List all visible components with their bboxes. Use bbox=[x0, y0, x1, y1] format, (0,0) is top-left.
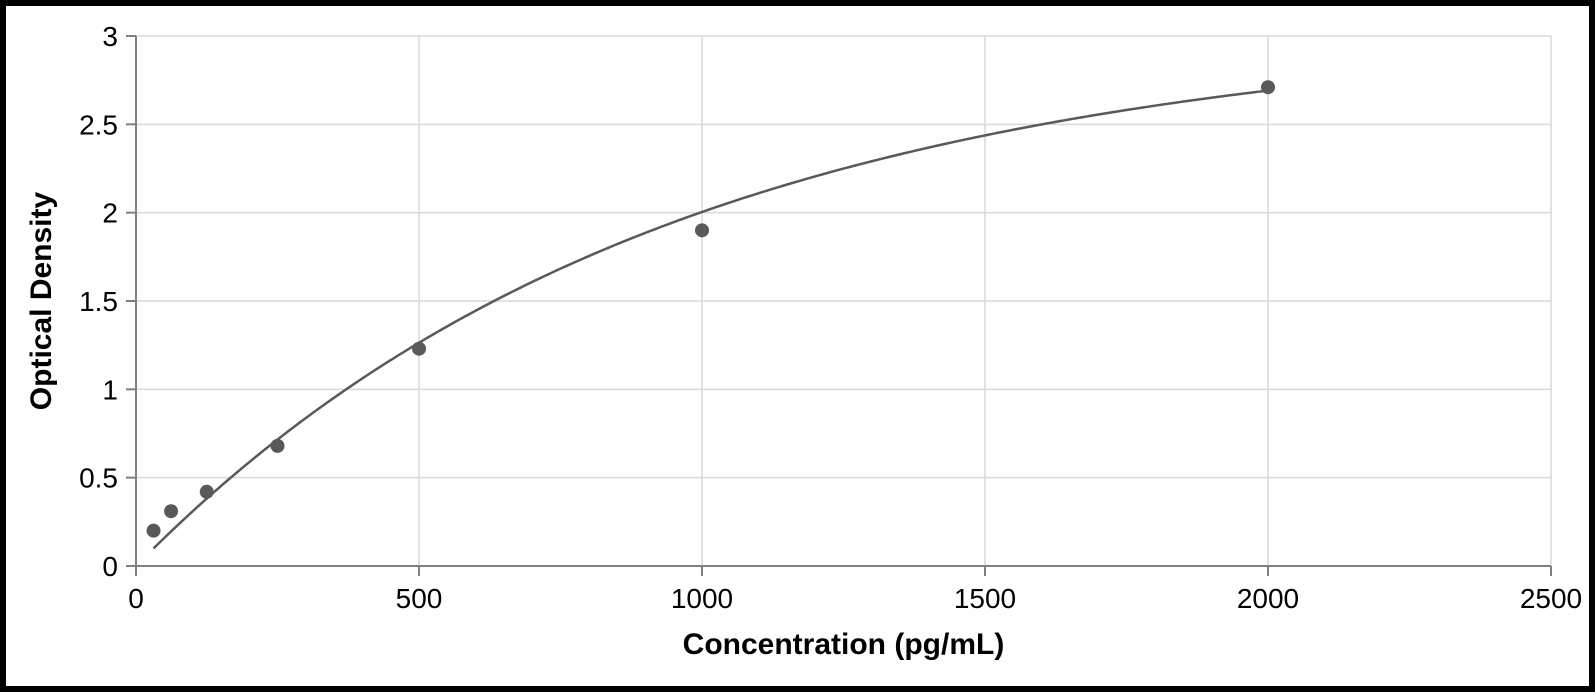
svg-text:0.5: 0.5 bbox=[79, 463, 118, 494]
data-point bbox=[1261, 80, 1275, 94]
svg-text:1500: 1500 bbox=[954, 583, 1016, 614]
data-point bbox=[271, 439, 285, 453]
y-axis-label: Optical Density bbox=[25, 191, 58, 410]
x-axis-label: Concentration (pg/mL) bbox=[683, 628, 1005, 661]
data-point bbox=[695, 223, 709, 237]
data-point bbox=[200, 485, 214, 499]
svg-text:1: 1 bbox=[102, 374, 118, 405]
svg-text:1.5: 1.5 bbox=[79, 286, 118, 317]
svg-text:3: 3 bbox=[102, 21, 118, 52]
svg-text:2: 2 bbox=[102, 198, 118, 229]
chart-svg: 0 500 1000 1500 2000 2500 0 0.5 1 1.5 2 2.5 3 Concent… bbox=[6, 6, 1589, 686]
svg-text:0: 0 bbox=[128, 583, 144, 614]
chart-frame: 0 500 1000 1500 2000 2500 0 0.5 1 1.5 2 2.5 3 Concent… bbox=[0, 0, 1595, 692]
data-point bbox=[164, 504, 178, 518]
svg-text:1000: 1000 bbox=[671, 583, 733, 614]
svg-text:2000: 2000 bbox=[1237, 583, 1299, 614]
svg-text:2.5: 2.5 bbox=[79, 109, 118, 140]
data-point bbox=[147, 524, 161, 538]
svg-text:500: 500 bbox=[396, 583, 443, 614]
svg-text:2500: 2500 bbox=[1520, 583, 1582, 614]
data-point bbox=[412, 342, 426, 356]
svg-text:0: 0 bbox=[102, 551, 118, 582]
